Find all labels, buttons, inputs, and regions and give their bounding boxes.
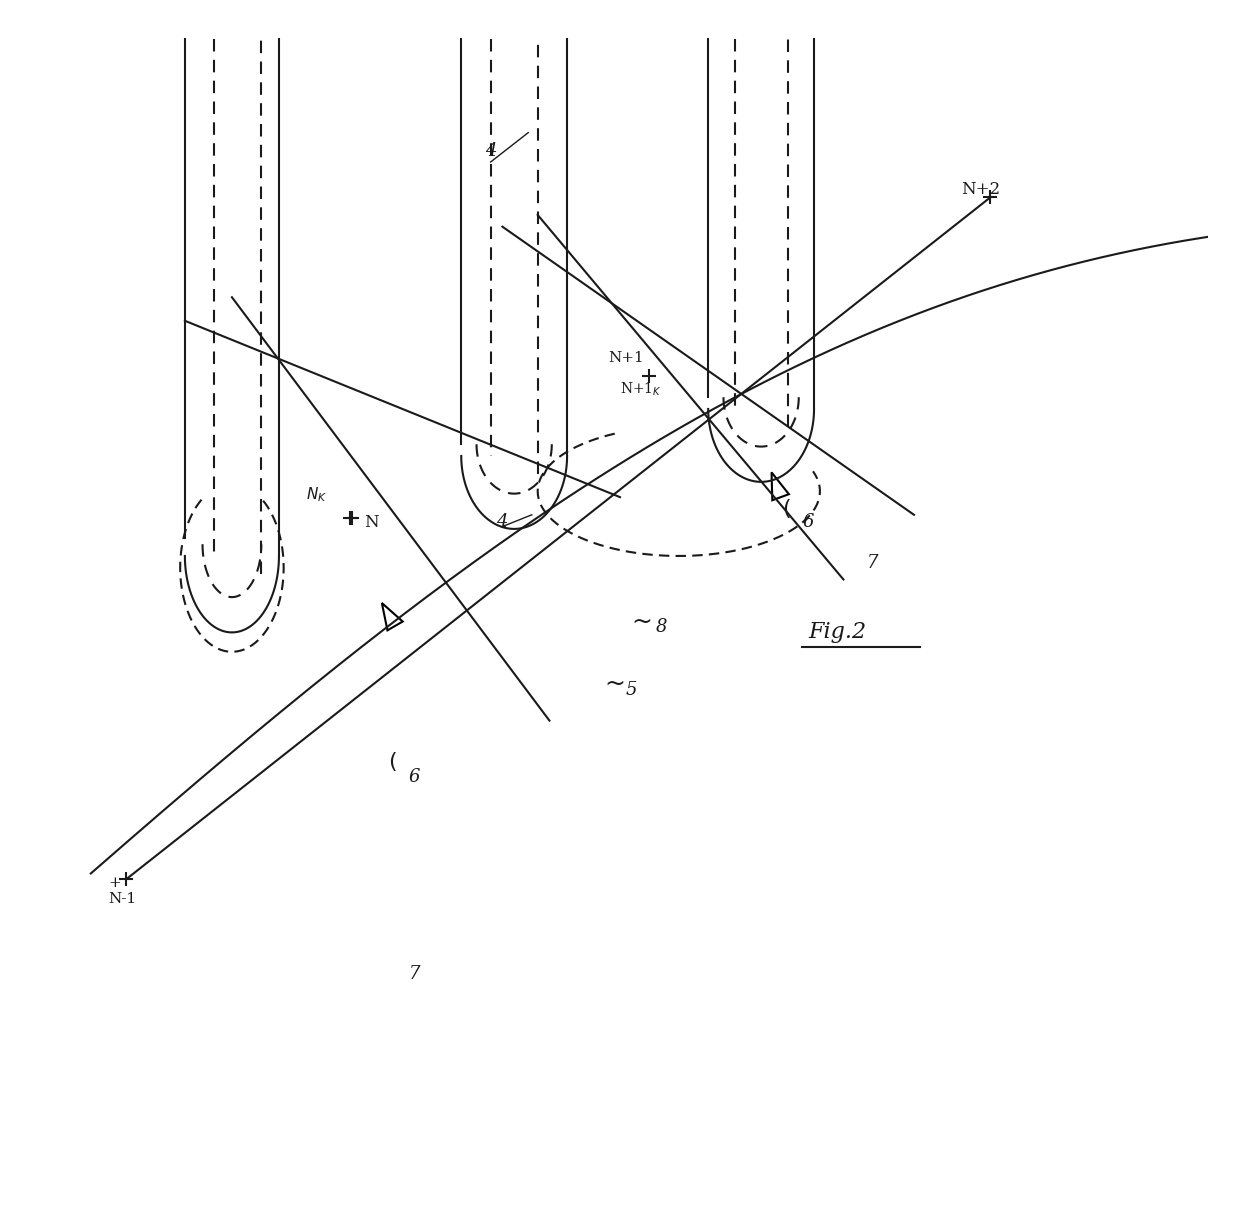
Text: N: N [363,514,378,531]
Text: 5: 5 [626,680,637,698]
Text: Fig.2: Fig.2 [808,621,867,643]
Text: 7: 7 [408,965,420,983]
Text: 4: 4 [496,513,508,531]
Text: (: ( [782,499,791,519]
Text: ~: ~ [605,672,626,696]
Text: 4: 4 [485,142,496,160]
Text: 8: 8 [655,619,667,637]
Text: 7: 7 [867,554,878,572]
Text: (: ( [388,751,397,772]
Text: 6: 6 [408,768,420,786]
Text: +
N-1: + N-1 [108,876,136,906]
Text: ~: ~ [631,610,652,634]
Text: N+1$_K$: N+1$_K$ [620,381,662,398]
Text: $N_K$: $N_K$ [306,486,327,504]
Text: N+2: N+2 [961,181,1001,198]
Text: N+1: N+1 [609,351,644,365]
Text: 6: 6 [802,513,813,531]
